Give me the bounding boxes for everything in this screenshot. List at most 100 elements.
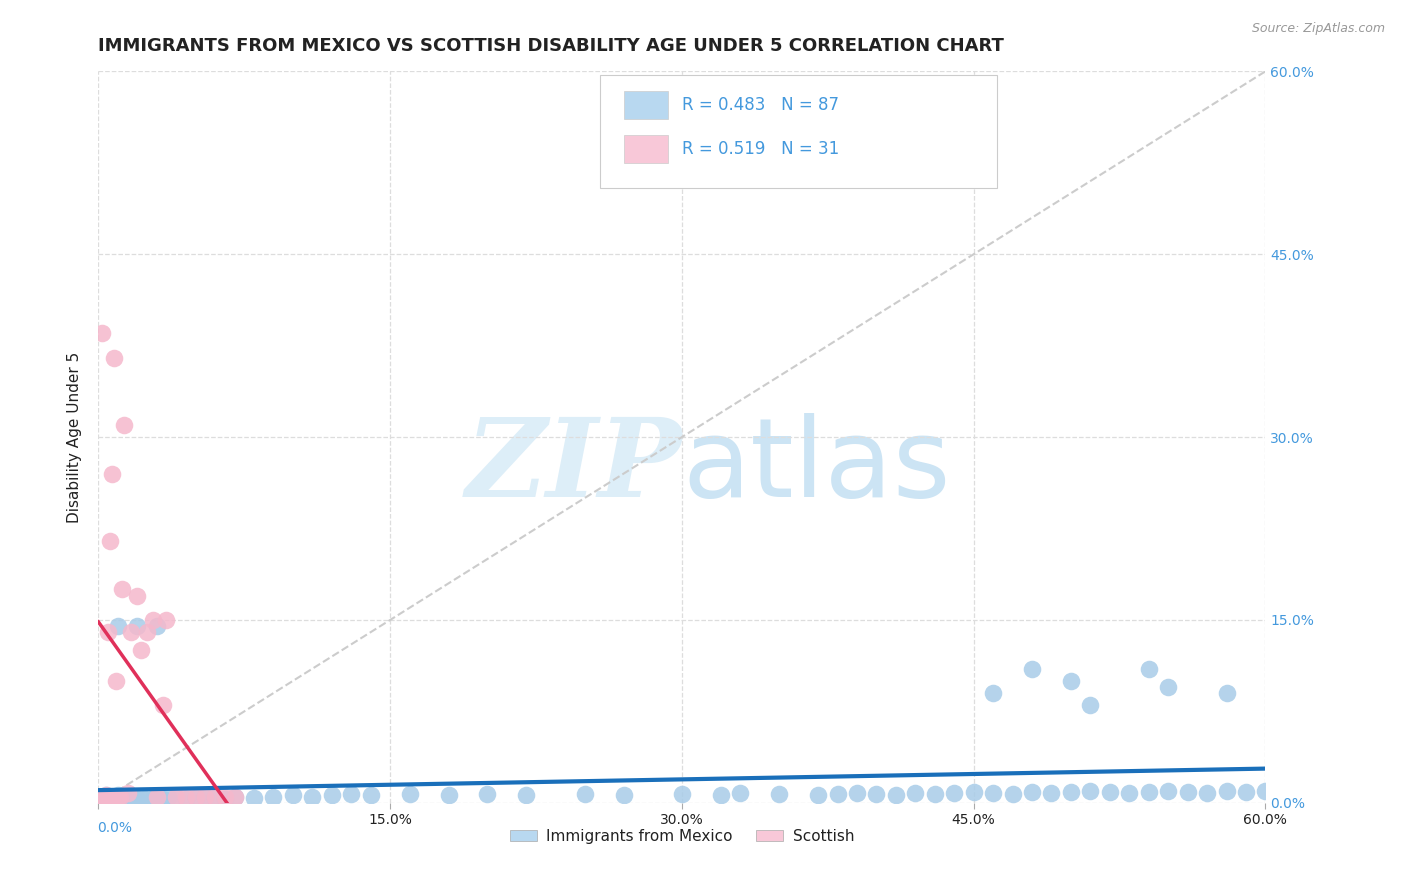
Point bbox=[1021, 662, 1043, 676]
Point bbox=[827, 787, 849, 801]
Point bbox=[136, 625, 159, 640]
Point bbox=[1294, 783, 1316, 797]
Point bbox=[613, 789, 636, 803]
Point bbox=[1137, 662, 1160, 676]
Point bbox=[96, 792, 118, 806]
FancyBboxPatch shape bbox=[624, 135, 668, 163]
Point bbox=[112, 793, 135, 807]
Point bbox=[846, 786, 869, 800]
Point bbox=[97, 789, 120, 804]
Point bbox=[146, 789, 169, 804]
Y-axis label: Disability Age Under 5: Disability Age Under 5 bbox=[67, 351, 83, 523]
Point bbox=[127, 619, 149, 633]
Point bbox=[1177, 785, 1199, 799]
Point bbox=[730, 786, 752, 800]
Point bbox=[174, 789, 197, 804]
Text: ZIP: ZIP bbox=[465, 413, 682, 520]
Point bbox=[1040, 786, 1063, 800]
Point bbox=[112, 417, 135, 432]
Point bbox=[107, 789, 129, 804]
Point bbox=[98, 789, 121, 804]
Point bbox=[204, 791, 226, 805]
Point bbox=[184, 791, 207, 805]
Point bbox=[1157, 783, 1180, 797]
Point bbox=[281, 789, 304, 803]
Point bbox=[1215, 686, 1237, 700]
Point bbox=[155, 613, 177, 627]
Point bbox=[93, 789, 115, 804]
Point bbox=[127, 792, 149, 806]
Point bbox=[301, 789, 323, 804]
Point bbox=[924, 787, 946, 801]
Point bbox=[117, 792, 139, 806]
Point bbox=[174, 792, 197, 806]
Point bbox=[262, 789, 284, 804]
Point bbox=[129, 643, 152, 657]
Point bbox=[142, 792, 165, 806]
Point bbox=[321, 789, 343, 803]
Text: atlas: atlas bbox=[682, 413, 950, 520]
Point bbox=[904, 786, 927, 800]
Point bbox=[224, 789, 246, 804]
Point bbox=[101, 789, 124, 804]
Point bbox=[91, 791, 114, 805]
FancyBboxPatch shape bbox=[624, 91, 668, 119]
Point bbox=[89, 793, 111, 807]
Point bbox=[224, 789, 246, 804]
Point bbox=[121, 792, 143, 806]
Point bbox=[152, 792, 174, 806]
Point bbox=[865, 787, 887, 801]
Point bbox=[114, 791, 136, 805]
Point bbox=[710, 789, 733, 803]
Point bbox=[1313, 785, 1336, 799]
Point bbox=[340, 787, 363, 801]
Point bbox=[574, 787, 596, 801]
Text: IMMIGRANTS FROM MEXICO VS SCOTTISH DISABILITY AGE UNDER 5 CORRELATION CHART: IMMIGRANTS FROM MEXICO VS SCOTTISH DISAB… bbox=[98, 37, 1004, 54]
Point bbox=[1254, 783, 1277, 797]
Point bbox=[981, 686, 1004, 700]
Point bbox=[165, 791, 187, 805]
Point bbox=[103, 792, 125, 806]
Point bbox=[1137, 785, 1160, 799]
Point bbox=[136, 791, 159, 805]
Point bbox=[107, 619, 129, 633]
Point bbox=[91, 792, 114, 806]
Point bbox=[194, 789, 217, 804]
Point bbox=[1391, 785, 1406, 799]
Point bbox=[93, 789, 115, 804]
Point bbox=[96, 789, 118, 803]
Point bbox=[142, 613, 165, 627]
Point bbox=[943, 786, 966, 800]
Text: R = 0.519   N = 31: R = 0.519 N = 31 bbox=[682, 140, 839, 158]
Point bbox=[89, 791, 111, 805]
Point bbox=[93, 793, 115, 807]
Point bbox=[122, 791, 145, 805]
Point bbox=[1234, 785, 1257, 799]
Point bbox=[127, 589, 149, 603]
Point bbox=[96, 789, 118, 803]
Point bbox=[1331, 782, 1354, 797]
Point bbox=[97, 793, 120, 807]
Point bbox=[97, 791, 120, 805]
Point bbox=[152, 698, 174, 713]
FancyBboxPatch shape bbox=[600, 75, 997, 188]
Point bbox=[214, 792, 236, 806]
Point bbox=[360, 789, 382, 803]
Point bbox=[398, 787, 420, 801]
Point bbox=[962, 785, 984, 799]
Point bbox=[477, 787, 499, 801]
Point bbox=[1060, 673, 1083, 688]
Point bbox=[1215, 783, 1237, 797]
Point bbox=[157, 789, 180, 804]
Point bbox=[1118, 786, 1140, 800]
Point bbox=[1021, 785, 1043, 799]
Point bbox=[884, 789, 907, 803]
Point bbox=[121, 625, 143, 640]
Point bbox=[111, 792, 134, 806]
Point bbox=[768, 787, 790, 801]
Point bbox=[1080, 783, 1102, 797]
Point bbox=[98, 792, 121, 806]
Point bbox=[91, 326, 114, 341]
Point bbox=[108, 791, 131, 805]
Point bbox=[1060, 785, 1083, 799]
